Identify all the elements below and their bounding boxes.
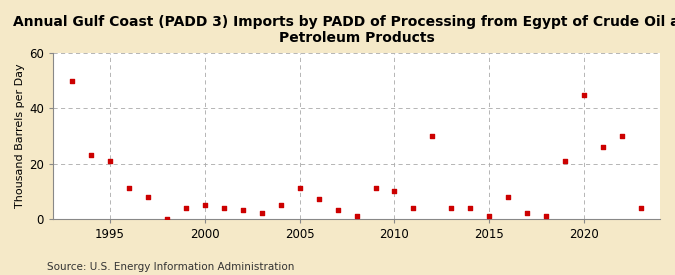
Point	[219, 205, 230, 210]
Point	[503, 194, 514, 199]
Point	[105, 159, 115, 163]
Point	[256, 211, 267, 215]
Point	[294, 186, 305, 191]
Point	[541, 214, 551, 218]
Point	[389, 189, 400, 193]
Point	[124, 186, 134, 191]
Point	[161, 216, 172, 221]
Title: Annual Gulf Coast (PADD 3) Imports by PADD of Processing from Egypt of Crude Oil: Annual Gulf Coast (PADD 3) Imports by PA…	[14, 15, 675, 45]
Point	[484, 214, 495, 218]
Point	[446, 205, 457, 210]
Point	[597, 145, 608, 149]
Point	[199, 203, 210, 207]
Y-axis label: Thousand Barrels per Day: Thousand Barrels per Day	[15, 64, 25, 208]
Point	[86, 153, 97, 158]
Point	[522, 211, 533, 215]
Point	[275, 203, 286, 207]
Point	[370, 186, 381, 191]
Point	[408, 205, 418, 210]
Point	[465, 205, 476, 210]
Point	[617, 134, 628, 138]
Text: Source: U.S. Energy Information Administration: Source: U.S. Energy Information Administ…	[47, 262, 294, 272]
Point	[578, 92, 589, 97]
Point	[67, 79, 78, 83]
Point	[142, 194, 153, 199]
Point	[351, 214, 362, 218]
Point	[427, 134, 438, 138]
Point	[238, 208, 248, 213]
Point	[332, 208, 343, 213]
Point	[313, 197, 324, 202]
Point	[636, 205, 647, 210]
Point	[180, 205, 191, 210]
Point	[560, 159, 570, 163]
